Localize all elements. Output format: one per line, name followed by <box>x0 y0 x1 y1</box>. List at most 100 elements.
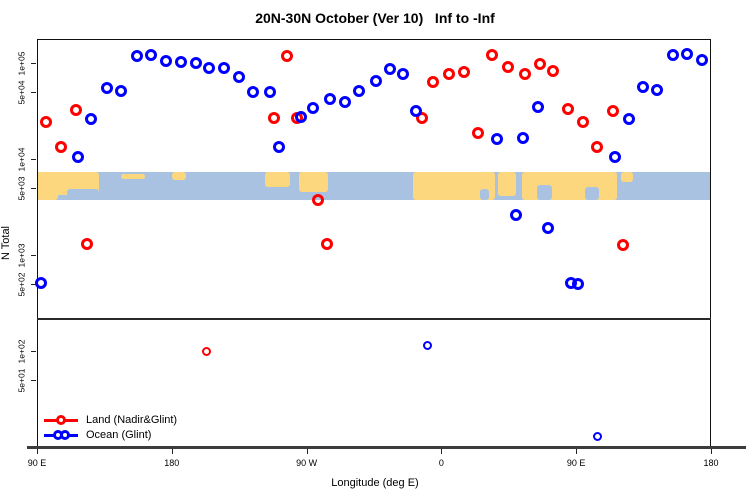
data-point <box>267 112 280 125</box>
data-point <box>577 116 590 128</box>
data-point <box>591 141 604 154</box>
y-tick-label: 5e+03 <box>16 176 27 201</box>
data-point <box>323 92 336 105</box>
x-tick-mark <box>37 449 38 454</box>
data-point <box>307 101 320 114</box>
data-point <box>472 126 485 139</box>
data-point <box>190 57 203 69</box>
data-point <box>72 151 85 163</box>
data-point <box>696 54 708 67</box>
data-point <box>517 132 530 145</box>
data-point <box>518 68 531 81</box>
y-tick-mark <box>31 255 36 257</box>
data-point <box>617 239 630 252</box>
x-tick-mark <box>306 449 308 454</box>
separator-line <box>37 318 711 321</box>
data-point <box>509 208 522 221</box>
data-point <box>667 49 680 62</box>
land-ocean-map-strip <box>38 172 710 201</box>
data-point <box>458 66 471 79</box>
data-point <box>608 151 621 163</box>
data-point <box>320 238 333 251</box>
y-axis-title: N Total <box>0 225 12 261</box>
land-patch <box>498 172 517 196</box>
land-series-glyph <box>44 414 78 426</box>
data-point <box>542 221 555 234</box>
legend-label-land: Land (Nadir&Glint) <box>86 413 178 426</box>
data-point <box>534 57 547 70</box>
data-point <box>384 63 397 75</box>
ocean-notch <box>585 187 599 201</box>
x-tick-label: 180 <box>703 458 719 468</box>
data-point <box>280 50 293 63</box>
data-point <box>562 102 575 115</box>
x-tick-mark <box>171 449 173 454</box>
ocean-notch <box>480 188 490 201</box>
data-point <box>416 112 429 125</box>
data-point <box>39 116 52 128</box>
y-tick-mark <box>31 351 36 353</box>
data-point <box>427 76 439 89</box>
data-point <box>144 49 157 62</box>
land-patch <box>171 172 187 180</box>
data-point <box>81 238 94 251</box>
data-point <box>54 141 67 154</box>
y-tick-mark <box>31 187 36 189</box>
data-point <box>100 82 113 94</box>
data-point <box>338 95 351 108</box>
data-point <box>607 105 620 118</box>
x-tick-label: 0 <box>438 458 444 468</box>
data-point <box>571 278 584 291</box>
data-point <box>592 431 602 441</box>
data-point <box>295 111 308 123</box>
plot-area <box>37 39 711 448</box>
y-tick-mark <box>31 159 36 161</box>
data-point <box>264 85 277 98</box>
ocean-series-glyph <box>44 429 78 441</box>
y-tick-label: 5e+02 <box>16 272 27 297</box>
x-tick-label: 90 E <box>566 458 586 468</box>
data-point <box>311 194 324 207</box>
land-patch <box>264 172 291 188</box>
legend-label-ocean: Ocean (Glint) <box>86 428 152 441</box>
y-tick-mark <box>31 283 36 285</box>
y-tick-mark <box>31 380 36 382</box>
data-point <box>397 68 410 81</box>
data-point <box>69 104 82 116</box>
data-point <box>681 48 694 61</box>
data-point <box>233 70 246 83</box>
land-patch <box>299 172 328 193</box>
data-point <box>502 61 515 74</box>
legend-circle <box>56 414 66 425</box>
data-point <box>218 62 231 74</box>
legend-item-land: Land (Nadir&Glint) <box>44 412 177 427</box>
x-tick-mark <box>576 449 578 454</box>
data-point <box>623 113 636 126</box>
data-point <box>490 133 503 146</box>
y-tick-mark <box>31 63 36 64</box>
data-point <box>353 85 366 97</box>
y-tick-label: 5e+01 <box>16 368 27 393</box>
data-point <box>273 141 286 154</box>
data-point <box>422 340 432 350</box>
data-point <box>115 84 128 97</box>
data-point <box>202 62 215 74</box>
data-point <box>443 68 456 81</box>
chart-title: 20N-30N October (Ver 10) Inf to -Inf <box>255 10 495 26</box>
land-patch <box>38 172 58 201</box>
data-point <box>202 347 212 357</box>
land-patch <box>120 173 145 180</box>
data-point <box>85 113 98 126</box>
y-tick-mark <box>31 91 36 93</box>
x-tick-mark <box>711 449 712 454</box>
ocean-notch <box>66 188 100 201</box>
data-point <box>410 105 423 118</box>
data-point <box>159 54 172 67</box>
x-tick-label: 90 W <box>296 458 318 468</box>
data-point <box>651 83 664 96</box>
data-point <box>486 49 499 62</box>
ocean-notch <box>537 184 553 201</box>
data-point <box>546 65 559 78</box>
data-point <box>637 81 649 94</box>
